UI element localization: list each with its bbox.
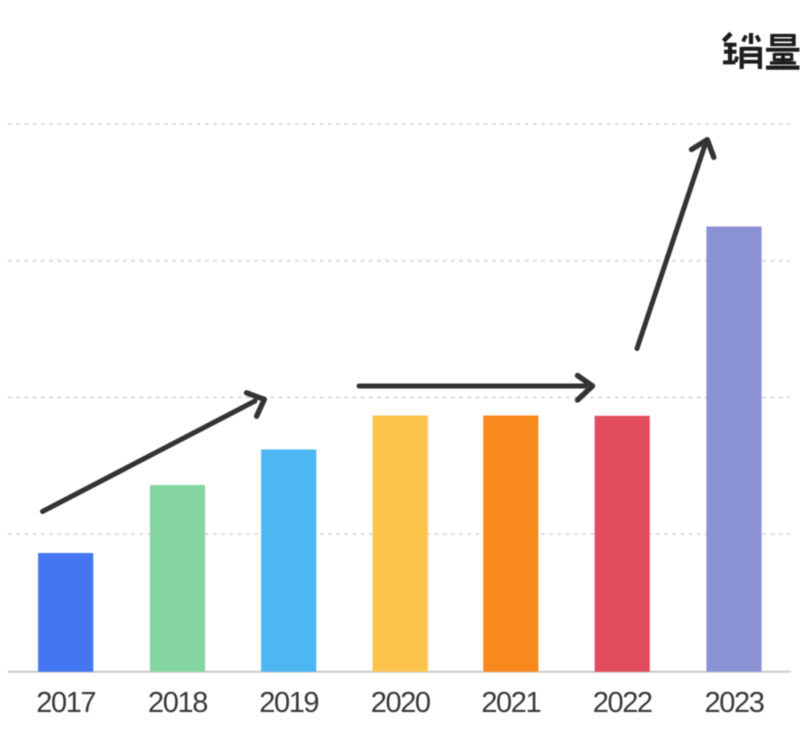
svg-text:2020: 2020 bbox=[371, 687, 430, 719]
svg-text:2023: 2023 bbox=[705, 687, 764, 719]
svg-text:2021: 2021 bbox=[481, 687, 540, 719]
svg-text:2017: 2017 bbox=[36, 687, 95, 719]
svg-text:2019: 2019 bbox=[259, 687, 318, 719]
svg-text:2022: 2022 bbox=[593, 687, 652, 719]
svg-text:2018: 2018 bbox=[148, 687, 207, 719]
